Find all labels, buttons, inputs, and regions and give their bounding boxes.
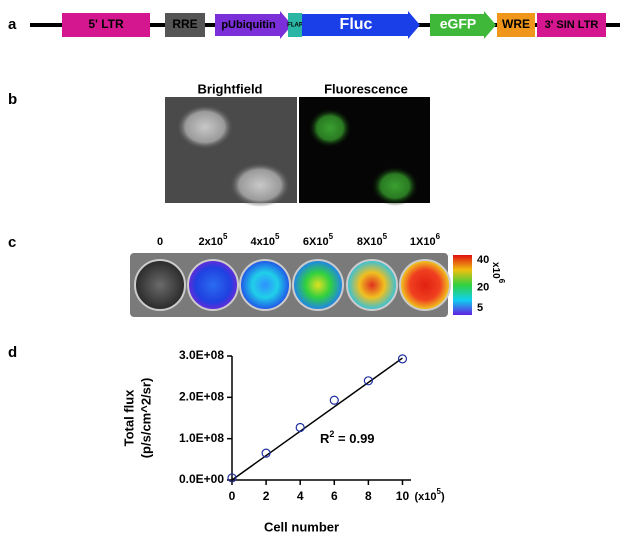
x-unit: (x105) <box>414 487 444 503</box>
y-tick-label: 2.0E+08 <box>179 390 224 404</box>
well <box>346 259 398 311</box>
superscript: 6 <box>497 279 506 284</box>
construct-arrow <box>215 11 292 39</box>
construct-arrow <box>302 11 420 39</box>
text-base: 2x10 <box>199 236 223 248</box>
cell-colony <box>230 163 290 207</box>
construct-box <box>288 13 302 37</box>
well-label: 1X106 <box>410 232 441 248</box>
y-axis-label: (p/s/cm^2/sr) <box>138 378 153 459</box>
fluorescent-colony <box>371 166 419 206</box>
data-point <box>295 422 305 433</box>
fit-line <box>231 357 403 481</box>
construct-box <box>62 13 150 37</box>
panel-label: d <box>8 344 17 361</box>
image-title: Brightfield <box>198 81 263 96</box>
superscript: 5 <box>329 232 334 241</box>
colorbar-tick-label: 20 <box>477 281 489 293</box>
text-base: 8X10 <box>357 236 383 248</box>
x-tick-label: 8 <box>365 489 372 503</box>
superscript: 2 <box>329 429 334 439</box>
x-tick-label: 6 <box>331 489 338 503</box>
text-base: 1X10 <box>410 236 436 248</box>
annotation: R2 = 0.99 <box>320 429 375 446</box>
x-tick-label: 10 <box>396 489 410 503</box>
data-point <box>227 473 237 483</box>
colorbar <box>453 255 472 315</box>
construct-label: WRE <box>502 17 530 31</box>
construct-label: FLAP <box>287 23 303 29</box>
construct-label: eGFP <box>440 16 477 32</box>
panel-label: c <box>8 234 16 251</box>
well-label: 8X105 <box>357 232 388 248</box>
construct-label: 3' SIN LTR <box>545 19 599 31</box>
construct-label: Fluc <box>340 16 373 33</box>
well-label: 4x105 <box>251 232 280 248</box>
data-point <box>329 395 339 405</box>
x-axis-label: Cell number <box>264 519 339 534</box>
well <box>239 259 291 311</box>
y-tick-label: 3.0E+08 <box>179 348 224 362</box>
colorbar-tick-label: 40 <box>477 254 489 266</box>
x-tick-label: 0 <box>229 489 236 503</box>
well <box>187 259 239 311</box>
panel-label: a <box>8 16 17 33</box>
superscript: 6 <box>436 232 441 241</box>
superscript: 5 <box>275 232 280 241</box>
construct-label: RRE <box>172 17 197 31</box>
image-title: Fluorescence <box>324 81 408 96</box>
superscript: 5 <box>383 232 388 241</box>
well-label: 0 <box>157 236 163 248</box>
text-base: 6X10 <box>303 236 329 248</box>
x-tick-label: 2 <box>263 489 270 503</box>
text-base: 0 <box>157 236 163 248</box>
x-tick-label: 4 <box>297 489 304 503</box>
well <box>399 259 451 311</box>
construct-label: pUbiquitin <box>221 19 276 31</box>
text-base: R <box>320 431 330 446</box>
well <box>292 259 344 311</box>
well-label: 6X105 <box>303 232 334 248</box>
superscript: 5 <box>223 232 228 241</box>
construct-label: 5' LTR <box>88 17 124 31</box>
text-base: (x10 <box>414 491 436 503</box>
y-tick-label: 1.0E+08 <box>179 431 224 445</box>
construct-arrow <box>430 11 496 39</box>
fluorescent-colony <box>308 108 352 148</box>
text-base: x10 <box>490 262 501 279</box>
text-base: ) <box>441 491 445 503</box>
colorbar-unit: x106 <box>490 262 506 284</box>
construct-box <box>497 13 535 37</box>
superscript: 5 <box>437 487 442 496</box>
panel-label: b <box>8 91 17 108</box>
well <box>134 259 186 311</box>
data-point <box>261 448 271 458</box>
y-axis-label: Total flux <box>121 389 136 447</box>
y-tick-label: 0.0E+00 <box>179 472 224 486</box>
well-label: 2x105 <box>199 232 228 248</box>
text-base: = 0.99 <box>334 431 374 446</box>
construct-box <box>165 13 205 37</box>
colorbar-tick-label: 5 <box>477 302 483 314</box>
data-point <box>397 354 408 364</box>
cell-colony <box>177 105 233 149</box>
text-base: 4x10 <box>251 236 275 248</box>
data-point <box>363 376 373 386</box>
construct-box <box>537 13 606 37</box>
